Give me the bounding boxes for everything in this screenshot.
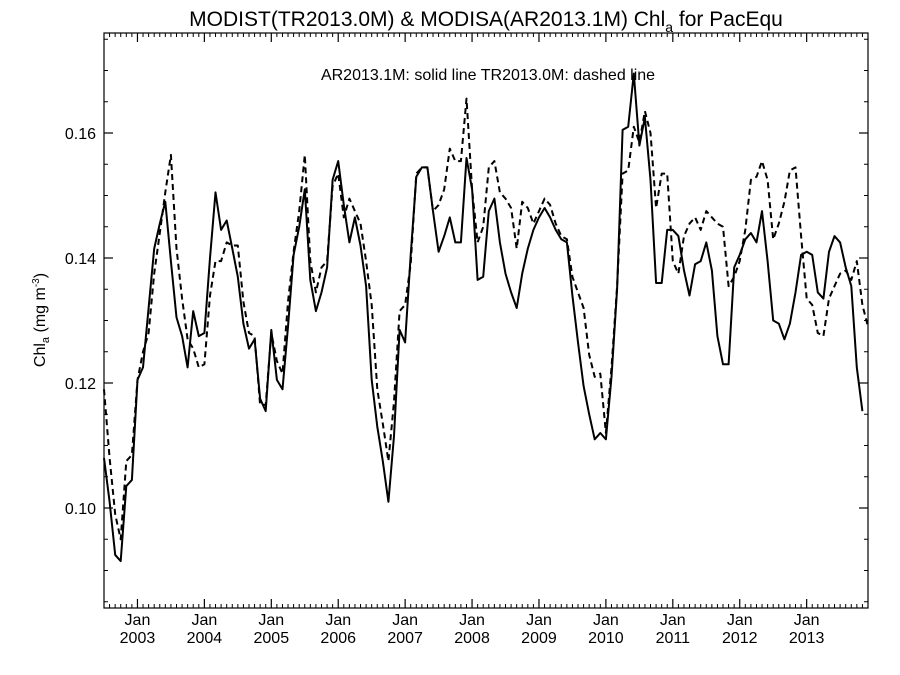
x-tick-label-year: 2004 bbox=[187, 630, 223, 647]
chart-title-subscript: a bbox=[665, 19, 673, 35]
x-tick-label-month: Jan bbox=[660, 612, 686, 629]
x-tick-label-year: 2005 bbox=[254, 630, 290, 647]
x-tick-label-month: Jan bbox=[258, 612, 284, 629]
y-tick-label: 0.12 bbox=[65, 376, 96, 393]
x-tick-label-year: 2003 bbox=[120, 630, 156, 647]
x-tick-label-month: Jan bbox=[392, 612, 418, 629]
y-axis-label-close: ) bbox=[32, 273, 49, 278]
x-tick-label-month: Jan bbox=[593, 612, 619, 629]
x-tick-label-month: Jan bbox=[459, 612, 485, 629]
x-tick-label-year: 2012 bbox=[722, 630, 758, 647]
plot-lines bbox=[103, 72, 869, 563]
x-tick-label-year: 2006 bbox=[320, 630, 356, 647]
x-tick-label-month: Jan bbox=[526, 612, 552, 629]
y-tick-label: 0.16 bbox=[65, 126, 96, 143]
x-tick-label-month: Jan bbox=[325, 612, 351, 629]
y-axis-label-subscript: a bbox=[40, 336, 52, 343]
y-tick-label: 0.10 bbox=[65, 501, 96, 518]
x-tick-label-year: 2007 bbox=[387, 630, 423, 647]
x-tick-label-year: 2009 bbox=[521, 630, 557, 647]
y-axis-label-superscript: -3 bbox=[31, 278, 42, 287]
chart-title: MODIST(TR2013.0M) & MODISA(AR2013.1M) Ch… bbox=[189, 8, 783, 35]
y-axis-label: Chla (mg m-3) bbox=[31, 273, 52, 367]
x-tick-label-year: 2011 bbox=[656, 630, 691, 647]
chart-title-tail: for PacEqu bbox=[673, 8, 783, 31]
x-tick-label-month: Jan bbox=[191, 612, 217, 629]
y-tick-label: 0.14 bbox=[65, 251, 96, 268]
y-axis-label-unit: (mg m bbox=[32, 287, 49, 337]
x-tick-label-month: Jan bbox=[125, 612, 151, 629]
x-tick-label-month: Jan bbox=[727, 612, 753, 629]
x-tick-label-year: 2013 bbox=[789, 630, 825, 647]
y-axis-label-main: Chl bbox=[32, 343, 49, 367]
chart-title-main: MODIST(TR2013.0M) & MODISA(AR2013.1M) Ch… bbox=[189, 8, 665, 31]
x-tick-label-month: Jan bbox=[794, 612, 820, 629]
chart-annotation: AR2013.1M: solid line TR2013.0M: dashed … bbox=[321, 67, 655, 84]
axes: 0.100.120.140.16Jan2003Jan2004Jan2005Jan… bbox=[65, 33, 868, 647]
series-line-solid bbox=[103, 72, 864, 563]
x-tick-label-year: 2008 bbox=[454, 630, 490, 647]
plot-frame bbox=[103, 32, 869, 609]
x-tick-label-year: 2010 bbox=[588, 630, 624, 647]
